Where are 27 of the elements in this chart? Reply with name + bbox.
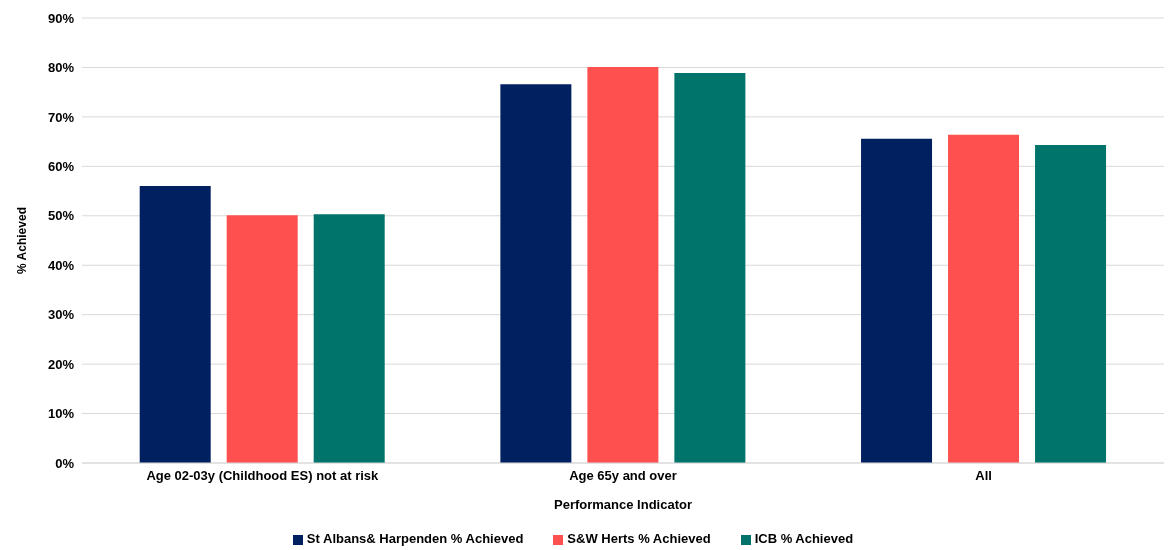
y-tick-label: 70% — [47, 109, 75, 125]
x-tick-label: Age 65y and over — [569, 468, 677, 484]
legend-label: ICB % Achieved — [754, 531, 854, 546]
y-tick-label: 90% — [47, 10, 75, 26]
x-axis-title: Performance Indicator — [554, 497, 692, 512]
legend-label: S&W Herts % Achieved — [567, 531, 711, 546]
bar — [948, 134, 1020, 463]
bar — [500, 84, 572, 463]
y-tick-label: 60% — [47, 158, 75, 174]
y-tick-label: 0% — [55, 455, 75, 471]
bar — [313, 214, 385, 463]
y-tick-label: 80% — [47, 60, 75, 76]
x-tick-label: Age 02-03y (Childhood ES) not at risk — [146, 468, 380, 484]
bar — [226, 215, 298, 463]
legend-label: St Albans& Harpenden % Achieved — [306, 531, 524, 546]
y-tick-label: 10% — [47, 406, 75, 422]
y-tick-label: 40% — [47, 257, 75, 273]
bar — [674, 72, 746, 463]
bar — [139, 186, 211, 463]
y-axis-title: % Achieved — [15, 207, 30, 274]
bar — [861, 138, 933, 463]
bar — [1035, 145, 1107, 463]
y-tick-label: 20% — [47, 356, 75, 372]
y-tick-label: 30% — [47, 307, 75, 323]
bar — [587, 66, 659, 463]
y-tick-label: 50% — [47, 208, 75, 224]
x-tick-label: All — [975, 468, 992, 484]
